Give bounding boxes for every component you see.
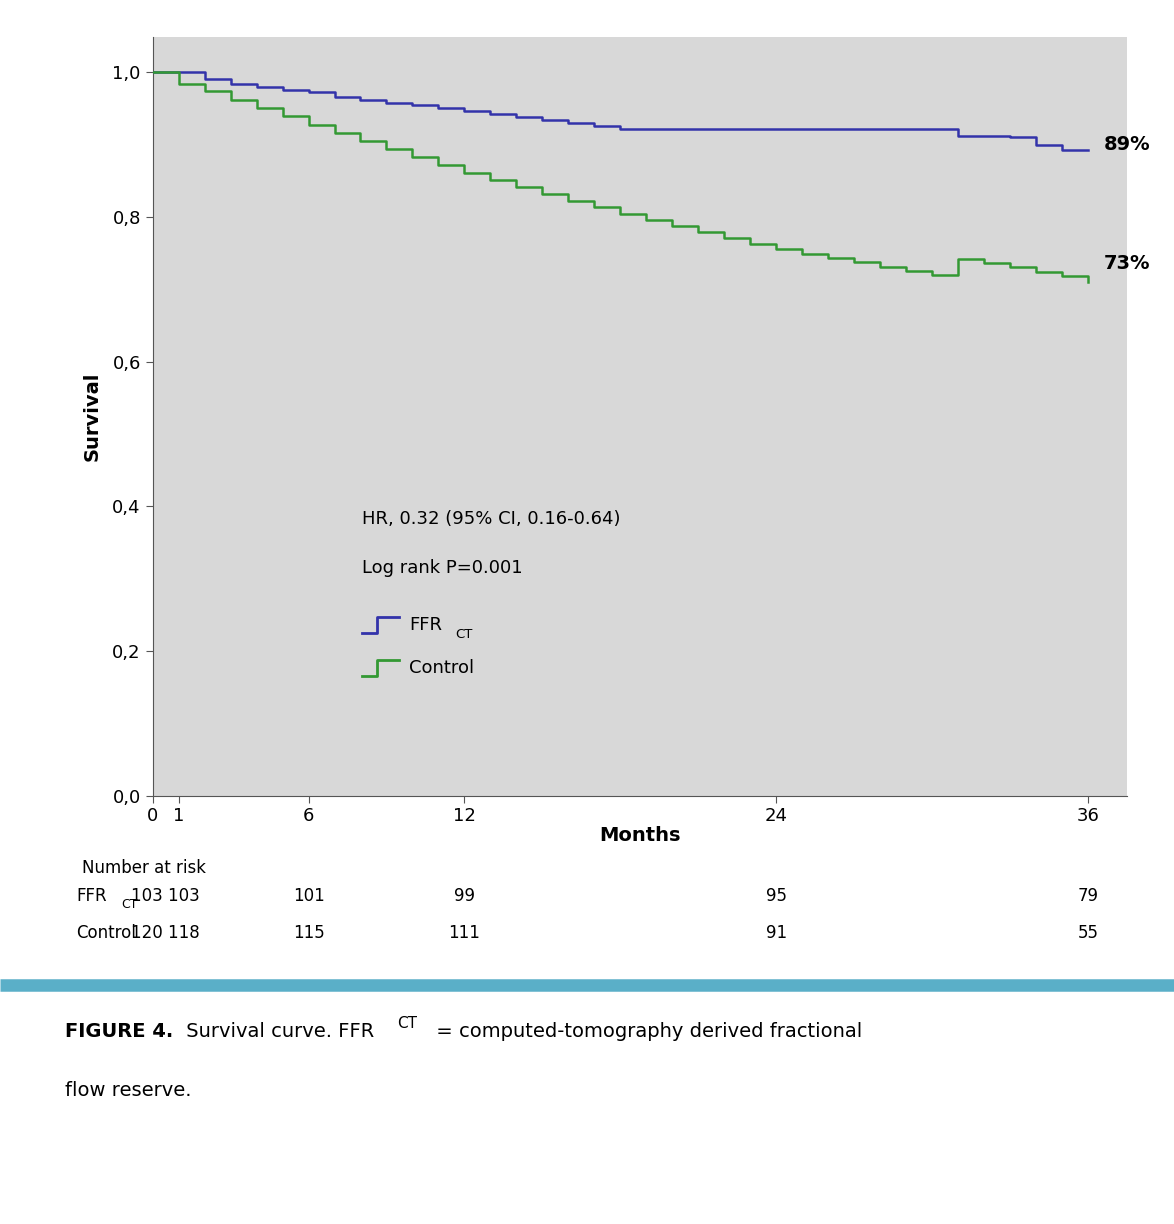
Text: Survival curve. FFR: Survival curve. FFR bbox=[180, 1022, 373, 1042]
Text: 99: 99 bbox=[454, 887, 475, 905]
Text: = computed-tomography derived fractional: = computed-tomography derived fractional bbox=[430, 1022, 862, 1042]
Text: CT: CT bbox=[397, 1016, 417, 1031]
Text: 73%: 73% bbox=[1104, 255, 1151, 273]
Text: 111: 111 bbox=[448, 924, 480, 941]
Text: CT: CT bbox=[121, 898, 137, 911]
Text: Control: Control bbox=[76, 924, 136, 941]
Text: CT: CT bbox=[456, 628, 473, 641]
Text: Number at risk: Number at risk bbox=[82, 859, 207, 878]
Y-axis label: Survival: Survival bbox=[82, 371, 101, 461]
Text: FFR: FFR bbox=[409, 616, 441, 634]
Text: 101: 101 bbox=[292, 887, 324, 905]
Text: FFR: FFR bbox=[76, 887, 107, 905]
Text: 89%: 89% bbox=[1104, 135, 1151, 154]
Text: flow reserve.: flow reserve. bbox=[65, 1081, 191, 1100]
Text: HR, 0.32 (95% CI, 0.16-0.64): HR, 0.32 (95% CI, 0.16-0.64) bbox=[362, 509, 621, 528]
Text: Control: Control bbox=[409, 659, 474, 677]
Text: 120 118: 120 118 bbox=[131, 924, 200, 941]
Text: Months: Months bbox=[599, 826, 681, 846]
Text: 115: 115 bbox=[292, 924, 324, 941]
Text: 55: 55 bbox=[1078, 924, 1099, 941]
Text: 91: 91 bbox=[765, 924, 787, 941]
Text: Log rank P=0.001: Log rank P=0.001 bbox=[362, 559, 522, 577]
Text: 103 103: 103 103 bbox=[131, 887, 200, 905]
Text: 79: 79 bbox=[1078, 887, 1099, 905]
Text: 95: 95 bbox=[765, 887, 787, 905]
Text: FIGURE 4.: FIGURE 4. bbox=[65, 1022, 173, 1042]
